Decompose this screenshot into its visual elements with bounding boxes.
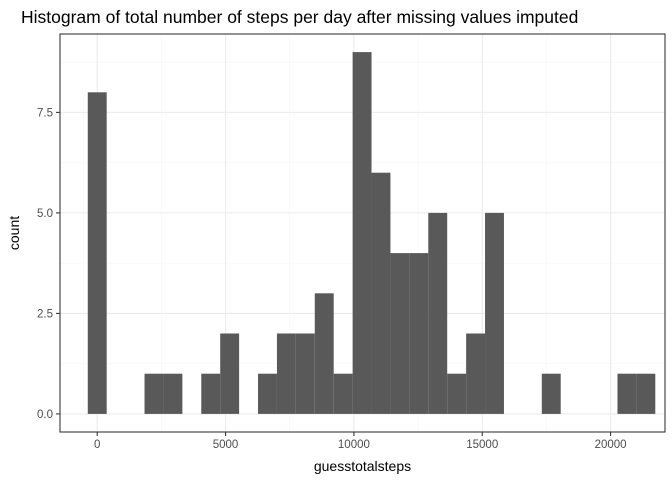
histogram-bar [428, 212, 448, 414]
histogram-bar [390, 253, 410, 414]
histogram-bar [485, 212, 504, 414]
histogram-bar [295, 333, 315, 414]
histogram-bar [352, 52, 372, 414]
histogram-bar [636, 373, 656, 414]
x-tick-label: 0 [94, 439, 100, 451]
histogram-bar [617, 373, 637, 414]
x-axis-title: guesstotalsteps [314, 458, 411, 474]
histogram-bar [541, 373, 561, 414]
y-tick-label: 7.5 [37, 107, 53, 119]
histogram-bar [333, 373, 353, 414]
histogram-bar [276, 333, 296, 414]
y-axis-title: count [6, 216, 22, 250]
x-tick-label: 15000 [466, 439, 498, 451]
y-tick-label: 0.0 [37, 409, 53, 421]
y-tick-label: 2.5 [37, 308, 53, 320]
x-tick-label: 10000 [338, 439, 370, 451]
y-tick-label: 5.0 [37, 208, 53, 220]
chart-title: Histogram of total number of steps per d… [21, 7, 578, 27]
histogram-bar [201, 373, 221, 414]
histogram-bars [87, 52, 656, 414]
x-tick-label: 5000 [213, 439, 239, 451]
histogram-bar [258, 373, 277, 414]
histogram-bar [466, 333, 486, 414]
histogram-bar [87, 92, 107, 414]
x-axis: 0 5000 10000 15000 20000 [94, 432, 627, 451]
y-axis: 0.0 2.5 5.0 7.5 [37, 107, 60, 421]
histogram-bar [409, 253, 429, 414]
histogram-bar [314, 293, 334, 414]
histogram-bar [144, 373, 164, 414]
x-tick-label: 20000 [595, 439, 627, 451]
panel-border [59, 33, 666, 433]
histogram-bar [163, 373, 183, 414]
histogram-bar [371, 172, 391, 414]
histogram-bar [220, 333, 240, 414]
histogram-bar [447, 373, 467, 414]
